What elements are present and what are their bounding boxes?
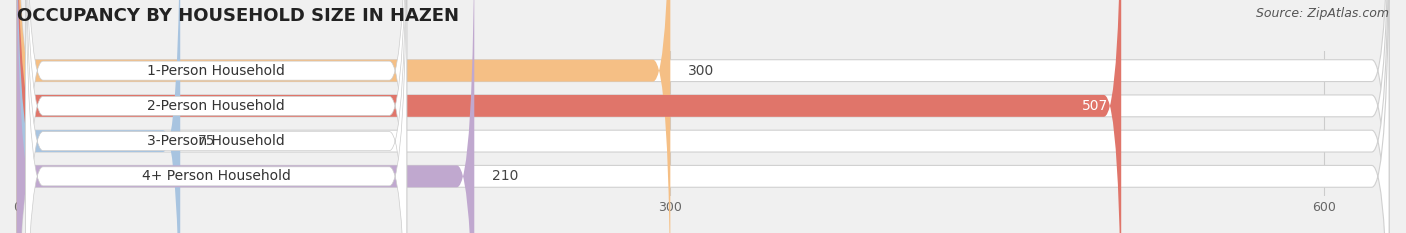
Text: 1-Person Household: 1-Person Household: [148, 64, 285, 78]
FancyBboxPatch shape: [17, 0, 1389, 233]
Text: 3-Person Household: 3-Person Household: [148, 134, 285, 148]
FancyBboxPatch shape: [17, 0, 1121, 233]
FancyBboxPatch shape: [25, 0, 406, 233]
FancyBboxPatch shape: [17, 0, 1389, 233]
Text: 4+ Person Household: 4+ Person Household: [142, 169, 291, 183]
FancyBboxPatch shape: [25, 0, 406, 233]
FancyBboxPatch shape: [17, 0, 474, 233]
FancyBboxPatch shape: [17, 0, 671, 233]
FancyBboxPatch shape: [17, 0, 1389, 233]
Text: Source: ZipAtlas.com: Source: ZipAtlas.com: [1256, 7, 1389, 20]
Text: 507: 507: [1081, 99, 1108, 113]
Text: OCCUPANCY BY HOUSEHOLD SIZE IN HAZEN: OCCUPANCY BY HOUSEHOLD SIZE IN HAZEN: [17, 7, 458, 25]
Text: 300: 300: [688, 64, 714, 78]
Text: 2-Person Household: 2-Person Household: [148, 99, 285, 113]
FancyBboxPatch shape: [25, 0, 406, 233]
FancyBboxPatch shape: [25, 0, 406, 233]
Text: 75: 75: [198, 134, 215, 148]
FancyBboxPatch shape: [17, 0, 1389, 233]
FancyBboxPatch shape: [17, 0, 180, 233]
Text: 210: 210: [492, 169, 517, 183]
